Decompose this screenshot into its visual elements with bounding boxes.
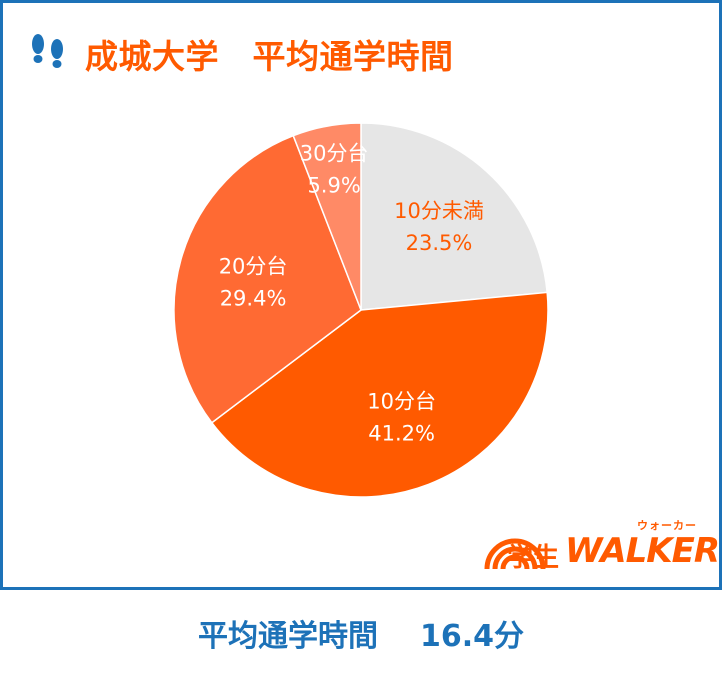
slice-label-20s: 20分台 29.4% [219,254,288,310]
footprints-icon [32,34,63,68]
logo-arc-icon [484,538,546,570]
gakusei-walker-logo: ウォーカー 学生 WALKER [481,515,720,577]
pie-slice-20s [173,134,362,424]
logo-kanji: 学生 [507,543,560,573]
chart-header: 成城大学 平均通学時間 [25,29,454,79]
slice-percent-20s: 29.4% [220,286,287,310]
pie-slice-30s [292,122,362,311]
slice-category-10s: 10分台 [367,390,436,414]
summary-label: 平均通学時間 [197,619,378,654]
pie-slice-10s [210,291,549,498]
slice-category-30s: 30分台 [300,142,369,166]
pie-slice-under-10 [360,122,548,311]
slice-percent-under-10: 23.5% [406,231,473,255]
slice-category-under-10: 10分未満 [394,199,484,223]
slice-category-20s: 20分台 [219,254,288,278]
logo-word: WALKER [565,531,720,571]
slice-label-10s: 10分台 41.2% [367,390,436,446]
slice-label-under-10: 10分未満 23.5% [394,199,484,255]
slice-percent-30s: 5.9% [307,174,360,198]
pie-chart: 10分未満 23.5% 10分台 41.2% 20分台 29.4% 30分台 5.9% [173,122,549,498]
summary-footer: 平均通学時間 16.4分 [0,590,722,676]
slice-percent-10s: 41.2% [368,422,435,446]
chart-frame: 成城大学 平均通学時間 10分未満 23.5% 10分台 41.2% 20分台 29.4%… [0,0,722,590]
chart-title: 成城大学 平均通学時間 [85,37,454,76]
slice-label-30s: 30分台 5.9% [300,142,369,198]
summary-value: 16.4分 [419,619,525,654]
logo-kana: ウォーカー [637,519,697,532]
